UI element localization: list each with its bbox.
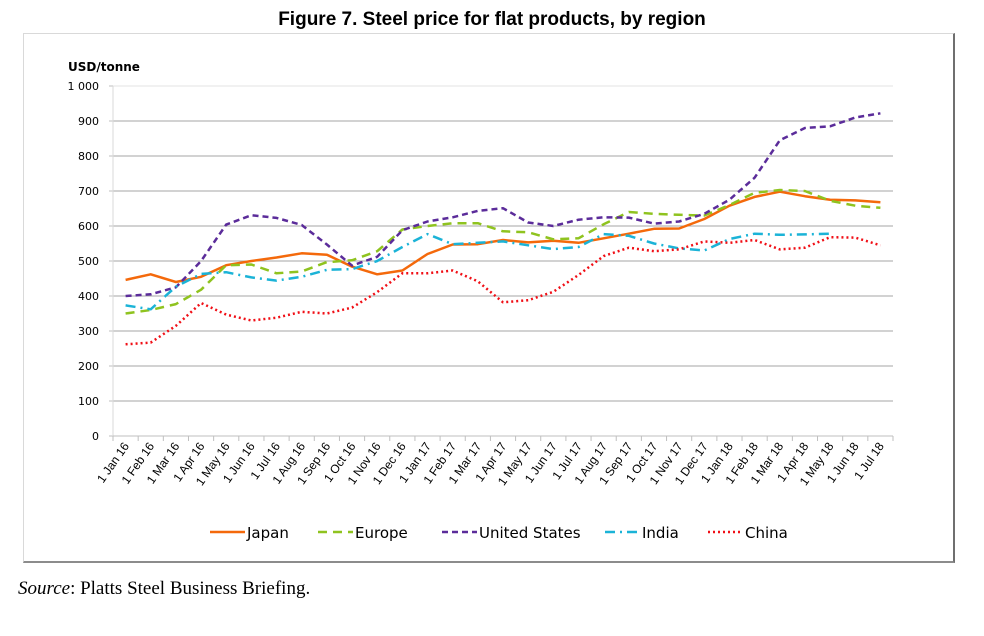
y-tick-label: 1 000	[68, 80, 100, 93]
legend-label: Japan	[246, 524, 289, 542]
y-tick-label: 800	[78, 150, 99, 163]
series-line-europe	[125, 188, 881, 315]
legend-item-united-states: United States	[442, 524, 581, 542]
y-axis-title: USD/tonne	[68, 60, 140, 74]
y-tick-label: 200	[78, 360, 99, 373]
legend-label: Europe	[355, 524, 408, 542]
y-tick-label: 600	[78, 220, 99, 233]
y-tick-label: 400	[78, 290, 99, 303]
series-line-india	[125, 232, 831, 311]
y-axis-ticks: 0 100 200 300 400 500 600 700 800 900 1 000	[68, 80, 114, 443]
y-tick-label: 500	[78, 255, 99, 268]
legend: Japan Europe United States India China	[210, 524, 788, 542]
series-line-united-states	[125, 112, 881, 298]
legend-label: India	[642, 524, 679, 542]
source-note: Source: Platts Steel Business Briefing.	[18, 578, 310, 600]
legend-item-japan: Japan	[210, 524, 289, 542]
legend-label: China	[745, 524, 788, 542]
legend-item-india: India	[605, 524, 679, 542]
series-line-china	[125, 235, 881, 346]
legend-label: United States	[479, 524, 581, 542]
x-axis: 1 Jan 161 Feb 161 Mar 161 Apr 161 May 16…	[94, 435, 894, 488]
y-tick-label: 300	[78, 325, 99, 338]
y-tick-label: 900	[78, 115, 99, 128]
gridlines	[113, 85, 893, 402]
series-lines	[125, 112, 881, 346]
source-label: Source	[18, 578, 71, 599]
source-text: : Platts Steel Business Briefing.	[70, 578, 311, 599]
legend-item-china: China	[708, 524, 788, 542]
y-tick-label: 100	[78, 395, 99, 408]
y-tick-label: 700	[78, 185, 99, 198]
series-line-japan	[125, 190, 881, 284]
legend-item-europe: Europe	[318, 524, 408, 542]
chart-title: Figure 7. Steel price for flat products,…	[278, 9, 706, 30]
y-tick-label: 0	[92, 430, 99, 443]
chart-frame	[23, 33, 955, 563]
